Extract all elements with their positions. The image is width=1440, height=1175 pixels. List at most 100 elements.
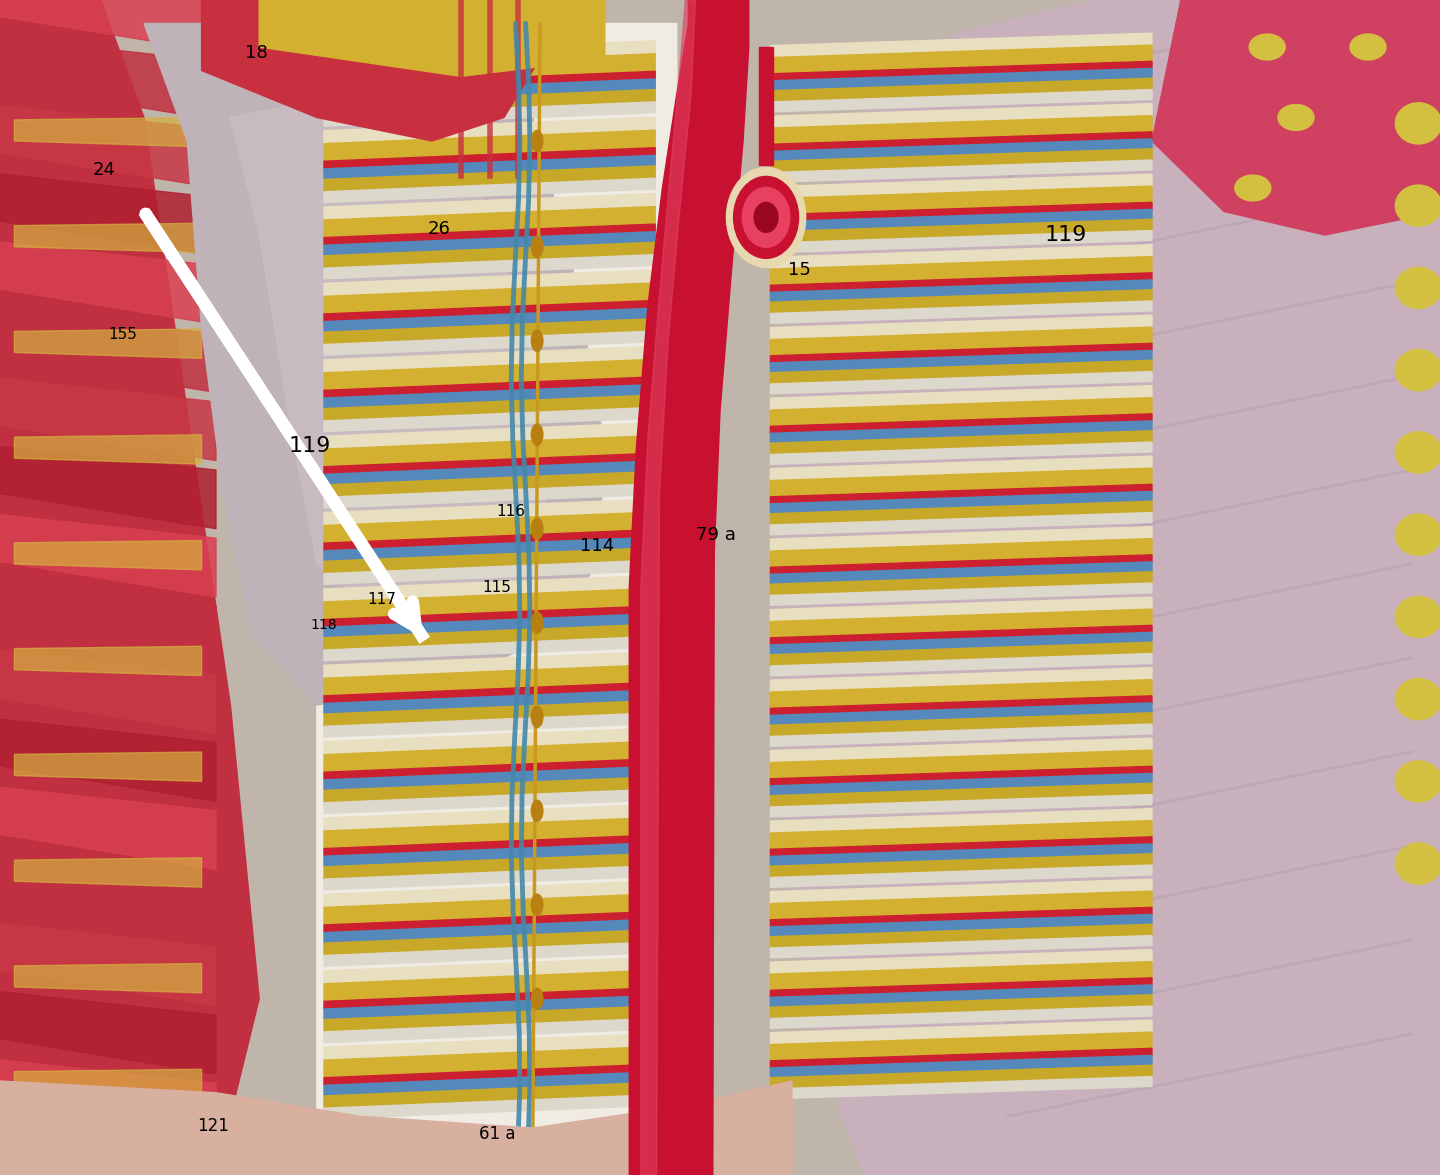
Polygon shape [759,47,773,164]
Polygon shape [770,538,1152,568]
Polygon shape [629,0,749,1175]
Polygon shape [324,308,655,331]
Polygon shape [324,1005,655,1032]
Polygon shape [770,808,1152,833]
Polygon shape [770,468,1152,497]
Ellipse shape [531,988,543,1009]
Polygon shape [0,242,216,324]
Polygon shape [324,461,655,484]
Polygon shape [324,995,655,1018]
Polygon shape [770,456,1152,481]
Text: 114: 114 [580,537,615,556]
Polygon shape [324,512,655,543]
Ellipse shape [1351,34,1385,60]
Polygon shape [770,837,1152,857]
Polygon shape [324,179,655,202]
Polygon shape [770,371,1152,394]
Polygon shape [770,202,1152,222]
Polygon shape [324,683,655,704]
Polygon shape [324,377,655,398]
Polygon shape [324,919,655,942]
Text: 79 a: 79 a [696,525,736,544]
Polygon shape [0,583,216,665]
Polygon shape [14,752,202,781]
Polygon shape [770,1032,1152,1061]
Polygon shape [324,818,655,848]
Polygon shape [770,115,1152,145]
Polygon shape [324,881,655,907]
Polygon shape [770,978,1152,998]
Polygon shape [324,436,655,466]
Polygon shape [770,397,1152,427]
Polygon shape [202,0,547,141]
Polygon shape [770,1020,1152,1045]
Polygon shape [770,1076,1152,1099]
Polygon shape [770,1055,1152,1076]
Polygon shape [770,147,1152,173]
Polygon shape [324,942,655,966]
Polygon shape [324,699,655,726]
Polygon shape [0,310,216,392]
Polygon shape [770,0,1440,1175]
Polygon shape [324,713,655,737]
Polygon shape [324,1095,655,1119]
Polygon shape [770,773,1152,794]
Polygon shape [770,139,1152,160]
Ellipse shape [755,202,778,233]
Polygon shape [324,759,655,780]
Ellipse shape [531,706,543,727]
Polygon shape [324,589,655,619]
Polygon shape [770,766,1152,786]
Polygon shape [0,1081,792,1175]
Polygon shape [324,637,655,660]
Polygon shape [324,155,655,179]
Text: 119: 119 [288,436,331,457]
Text: 121: 121 [197,1116,229,1135]
Polygon shape [770,484,1152,504]
Polygon shape [770,421,1152,442]
Polygon shape [324,530,655,551]
Ellipse shape [1395,679,1440,719]
Polygon shape [324,454,655,475]
Polygon shape [0,446,216,529]
Polygon shape [324,652,655,678]
Polygon shape [770,738,1152,763]
Ellipse shape [1279,105,1315,130]
Ellipse shape [531,236,543,257]
Polygon shape [324,613,655,636]
Polygon shape [324,165,655,192]
Polygon shape [324,866,655,889]
Text: 24: 24 [92,161,115,180]
Polygon shape [770,209,1152,230]
Polygon shape [324,301,655,322]
Ellipse shape [531,800,543,821]
Polygon shape [0,855,216,938]
Polygon shape [770,512,1152,535]
Polygon shape [0,992,216,1074]
Polygon shape [324,988,655,1009]
Polygon shape [770,385,1152,410]
Polygon shape [770,820,1152,850]
Polygon shape [0,378,216,461]
Polygon shape [770,526,1152,551]
Polygon shape [324,423,655,449]
Polygon shape [324,283,655,314]
Text: 26: 26 [428,220,451,239]
Polygon shape [324,576,655,602]
Polygon shape [14,223,202,253]
Text: 155: 155 [108,328,137,342]
Polygon shape [770,949,1152,974]
Polygon shape [770,703,1152,724]
Polygon shape [324,484,655,508]
Polygon shape [0,924,216,1006]
Polygon shape [324,665,655,696]
Polygon shape [770,993,1152,1019]
Polygon shape [324,805,655,831]
Polygon shape [770,1006,1152,1028]
Polygon shape [770,781,1152,807]
Polygon shape [770,350,1152,371]
Polygon shape [0,38,216,120]
Ellipse shape [531,518,543,539]
Polygon shape [770,711,1152,737]
Polygon shape [14,646,202,676]
